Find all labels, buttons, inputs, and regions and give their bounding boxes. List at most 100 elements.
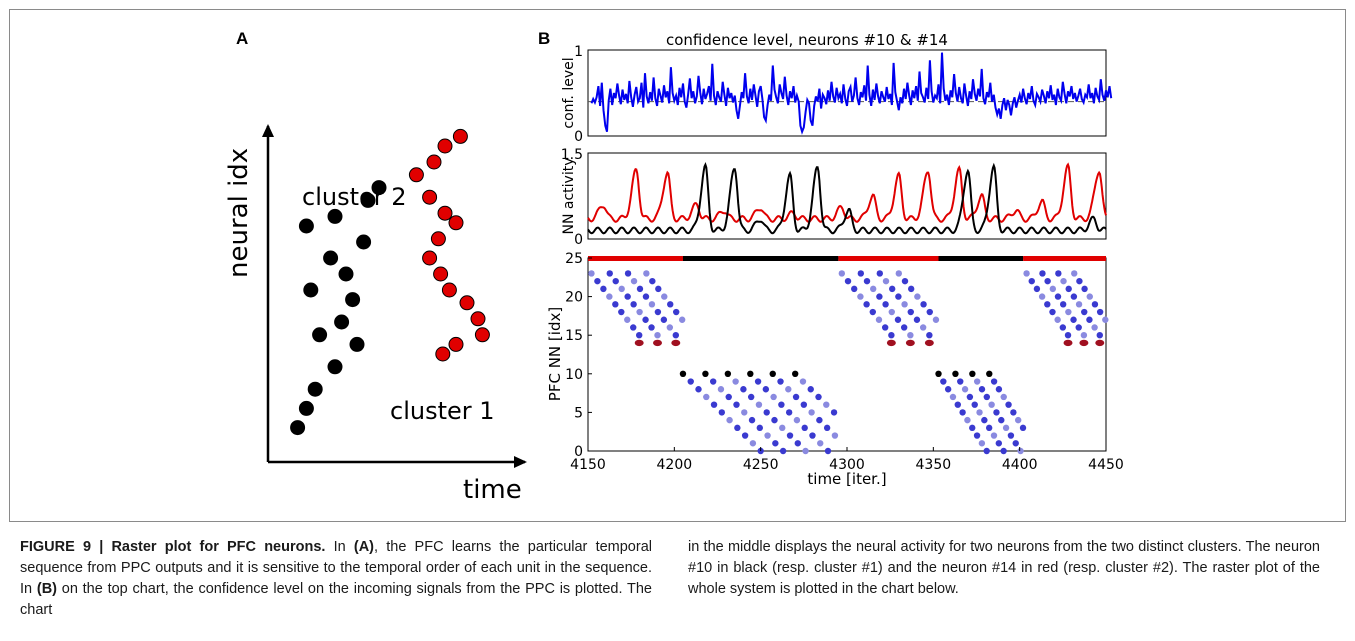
raster-point xyxy=(973,378,981,385)
raster-point xyxy=(666,324,674,331)
raster-point xyxy=(762,386,770,393)
raster-point xyxy=(964,416,971,424)
raster-point xyxy=(785,386,792,393)
raster-point xyxy=(1012,440,1019,447)
raster-point xyxy=(816,416,823,424)
raster-point xyxy=(815,393,822,401)
raster-point xyxy=(1091,324,1098,331)
raster-point xyxy=(779,447,787,455)
cluster-2-point xyxy=(448,215,464,231)
raster-xticks: 4150 4200 4250 4300 4350 4400 4450 xyxy=(570,447,1124,473)
raster-point xyxy=(612,277,619,285)
cluster-1-points xyxy=(290,180,387,436)
raster-point xyxy=(769,370,776,377)
raster-point xyxy=(732,378,739,385)
raster-point xyxy=(824,447,832,455)
raster-point xyxy=(777,378,784,385)
raster-point xyxy=(630,324,637,331)
raster-point xyxy=(907,285,915,293)
raster-point xyxy=(830,409,838,416)
raster-points xyxy=(588,270,1109,455)
raster-point xyxy=(1059,301,1067,308)
raster-yticks: 0 5 10 15 20 25 xyxy=(565,251,592,460)
raster-point xyxy=(726,416,733,424)
raster-point xyxy=(876,270,884,277)
raster-point xyxy=(710,401,718,408)
raster-point xyxy=(1028,277,1035,285)
raster-point xyxy=(875,316,883,323)
raster-point xyxy=(935,370,942,377)
raster-point xyxy=(1002,424,1010,432)
raster-point xyxy=(888,332,895,339)
raster-point xyxy=(1054,293,1062,300)
raster-ytick-label: 0 xyxy=(574,444,583,460)
raster-point xyxy=(895,270,902,277)
caption-text-2: , the PFC learns the particular temporal… xyxy=(20,539,652,597)
raster-point xyxy=(749,440,757,447)
activity-chart: 1.5 0 NN activity xyxy=(561,147,1107,248)
raster-point xyxy=(831,432,839,439)
raster-point-neuron-14 xyxy=(905,339,915,347)
raster-xtick-label: 4400 xyxy=(1002,457,1038,473)
caption-text-3: on the top chart, the confidence level o… xyxy=(20,581,652,618)
caption-left-column: FIGURE 9 | Raster plot for PFC neurons. … xyxy=(20,537,652,621)
cluster-2-point xyxy=(408,167,424,183)
raster-point xyxy=(792,370,799,377)
raster-point xyxy=(1044,301,1051,308)
raster-point xyxy=(1044,277,1051,285)
raster-point xyxy=(1086,316,1093,323)
cluster-1-point xyxy=(360,192,376,208)
raster-point xyxy=(966,393,974,401)
cluster-1-point xyxy=(323,250,339,266)
raster-point xyxy=(838,270,846,277)
raster-point xyxy=(678,316,686,323)
raster-ytick-label: 10 xyxy=(565,367,583,383)
raster-point xyxy=(1054,316,1061,323)
raster-point xyxy=(1102,316,1109,323)
raster-point xyxy=(778,401,785,408)
raster-point xyxy=(1075,324,1082,331)
caption-ref-a: (A) xyxy=(353,539,375,555)
raster-point xyxy=(754,378,762,385)
raster-point xyxy=(926,332,933,339)
raster-point xyxy=(976,409,983,416)
raster-point xyxy=(802,447,809,455)
raster-point xyxy=(741,409,748,416)
raster-point xyxy=(624,270,632,277)
raster-point xyxy=(748,416,756,424)
raster-point-neuron-14 xyxy=(653,339,663,347)
raster-point xyxy=(717,386,725,393)
raster-point xyxy=(1075,301,1083,308)
cluster-2-label: cluster 2 xyxy=(302,183,407,211)
raster-point xyxy=(624,316,631,323)
confidence-series-line xyxy=(590,52,1113,135)
raster-point xyxy=(1023,270,1030,277)
raster-point xyxy=(654,308,662,316)
raster-point xyxy=(926,308,933,316)
cluster-2-point xyxy=(452,128,468,144)
raster-point xyxy=(961,386,969,393)
raster-point xyxy=(1000,447,1007,455)
cluster-1-point xyxy=(290,420,306,436)
confidence-ytick-min: 0 xyxy=(574,129,583,145)
raster-point xyxy=(919,324,927,331)
raster-point xyxy=(801,424,808,432)
raster-point xyxy=(990,378,998,385)
raster-xtick-label: 4200 xyxy=(657,457,693,473)
cluster-2-points xyxy=(408,128,490,362)
raster-point xyxy=(1055,270,1062,277)
raster-point xyxy=(733,401,740,408)
raster-point xyxy=(973,432,981,439)
raster-point xyxy=(851,285,858,293)
raster-point-neuron-14 xyxy=(924,339,934,347)
raster-ytick-label: 25 xyxy=(565,251,583,267)
raster-point xyxy=(618,285,625,293)
raster-point xyxy=(808,409,815,416)
raster-point xyxy=(687,378,694,385)
raster-point xyxy=(702,370,709,377)
raster-point xyxy=(1039,270,1046,277)
raster-point xyxy=(747,370,754,377)
raster-point xyxy=(792,393,800,401)
raster-point xyxy=(914,293,921,300)
raster-point xyxy=(901,277,909,285)
